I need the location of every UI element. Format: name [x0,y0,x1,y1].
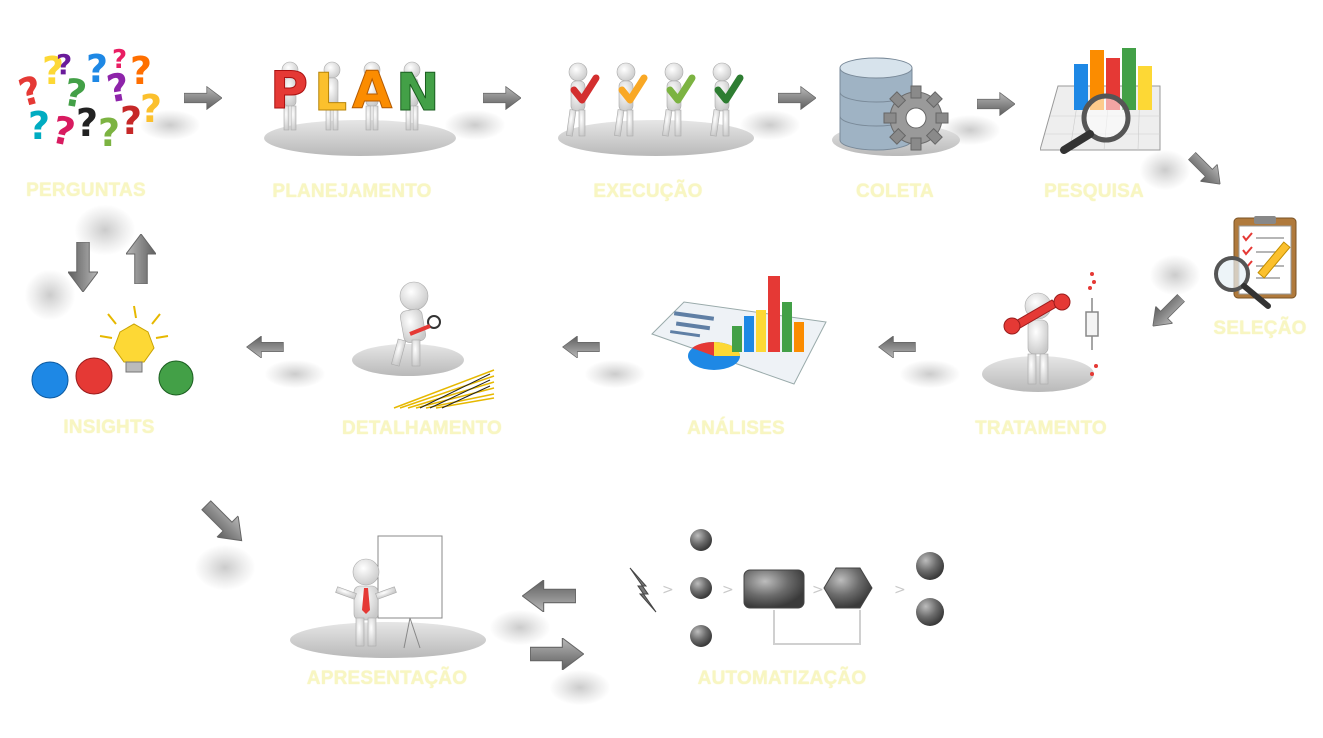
arrow-shadow [140,110,200,140]
figure-magnifier-icon [352,281,495,409]
arrow-shadow [25,270,75,320]
arrow-shadow [195,545,255,590]
arrow-shadow [585,360,645,388]
arrow-left-icon [878,336,916,358]
svg-text:?: ? [42,49,64,93]
step-label-tratamento: TRATAMENTO [975,418,1107,439]
question-marks-icon: ? ? ? ? ? ? ? ? ? ? ? ? ? ? [14,45,162,155]
step-label-selecao: SELEÇÃO [1213,318,1307,339]
arrow-shadow [265,360,325,388]
arrow-right-icon [184,86,222,110]
svg-text:?: ? [140,87,162,131]
svg-text:>: > [894,582,906,598]
plan-figures-icon: P L A N [264,61,456,156]
step-label-automatizacao: AUTOMATIZAÇÃO [697,668,867,689]
presenter-flipchart-icon [290,535,486,658]
magnifier-chart-icon [1040,48,1161,154]
arrow-down-right-icon [194,493,255,554]
svg-text:>: > [722,582,734,598]
workflow-nodes-icon: > > > > [629,529,944,647]
arrow-left-icon [562,336,600,358]
svg-text:>: > [812,582,824,598]
arrow-shadow [1150,255,1200,295]
svg-text:?: ? [120,99,142,143]
arrow-down-left-icon [1144,289,1189,334]
step-label-insights: INSIGHTS [63,417,155,438]
clipboard-magnifier-icon [1214,216,1297,309]
arrow-down-right-icon [1183,147,1228,192]
wrench-figure-icon [982,272,1099,392]
arrow-right-icon [483,86,521,110]
arrow-left-icon [522,580,576,612]
step-label-apresentacao: APRESENTAÇÃO [306,668,468,689]
step-label-pesquisa: PESQUISA [1044,181,1144,202]
arrow-right-icon [977,92,1015,116]
arrow-shadow [900,360,960,388]
arrow-shadow [445,110,505,140]
svg-text:>: > [662,582,674,598]
charts-paper-icon [651,276,827,385]
arrow-left-icon [246,336,284,358]
arrow-down-icon [68,242,98,292]
svg-text:N: N [396,63,440,123]
step-label-execucao: EXECUÇÃO [593,181,703,202]
svg-text:L: L [314,63,347,123]
step-label-planejamento: PLANEJAMENTO [272,181,432,202]
step-label-coleta: COLETA [856,181,934,202]
step-label-analises: ANÁLISES [687,418,785,439]
svg-text:A: A [352,61,392,121]
crumpled-paper-lightbulb-icon [31,305,194,399]
step-label-perguntas: PERGUNTAS [26,180,146,201]
arrow-shadow [1140,150,1190,190]
svg-text:P: P [270,61,308,121]
svg-text:?: ? [48,107,79,155]
arrow-shadow [550,670,610,705]
arrow-shadow [490,610,550,645]
svg-text:?: ? [28,104,50,148]
svg-text:?: ? [98,111,120,155]
svg-text:?: ? [112,45,127,75]
svg-text:?: ? [76,101,98,145]
arrow-right-icon [778,86,816,110]
checkmark-figures-icon [558,62,754,156]
database-gear-icon [832,57,960,156]
arrow-up-icon [126,234,156,284]
arrow-right-icon [530,638,584,670]
step-label-detalhamento: DETALHAMENTO [341,418,503,439]
svg-text:?: ? [56,48,72,81]
svg-text:?: ? [86,47,108,91]
svg-text:?: ? [130,49,152,93]
